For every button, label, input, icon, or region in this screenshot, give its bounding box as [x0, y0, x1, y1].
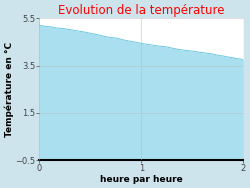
X-axis label: heure par heure: heure par heure: [100, 175, 183, 184]
Y-axis label: Température en °C: Température en °C: [4, 42, 14, 137]
Title: Evolution de la température: Evolution de la température: [58, 4, 224, 17]
